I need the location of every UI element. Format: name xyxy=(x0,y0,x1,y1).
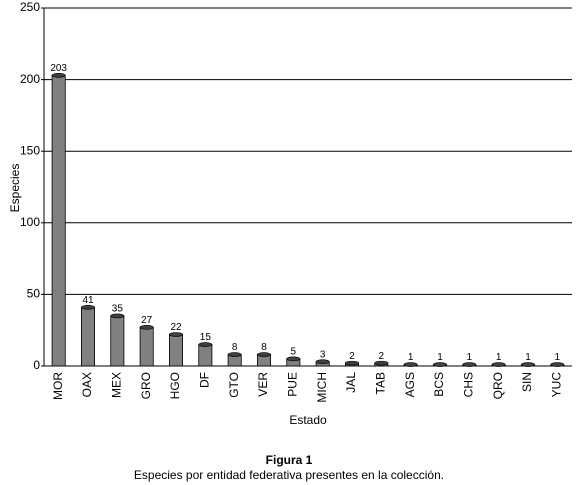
y-tick-label: 250 xyxy=(20,0,40,14)
data-label: 1 xyxy=(437,352,443,363)
bar xyxy=(432,362,447,367)
x-tick-label: YUC xyxy=(550,372,564,398)
data-label: 1 xyxy=(408,352,414,363)
bar xyxy=(550,362,565,367)
bar-cap xyxy=(198,342,213,347)
y-tick-label: 150 xyxy=(20,143,40,157)
x-tick-label: GRO xyxy=(139,372,153,399)
bar-cap xyxy=(81,304,95,310)
bar xyxy=(521,362,536,367)
x-tick-label: DF xyxy=(198,372,212,388)
caption-title: Figura 1 xyxy=(266,453,313,467)
bar-cap xyxy=(433,362,447,367)
x-tick-label: MEX xyxy=(110,372,124,398)
x-tick-label: SIN xyxy=(520,372,534,392)
data-label: 3 xyxy=(320,349,326,360)
y-tick-label: 0 xyxy=(33,358,40,372)
bar-cap xyxy=(403,362,418,367)
data-label: 5 xyxy=(291,346,297,357)
x-tick-label: VER xyxy=(256,372,270,397)
bar-cap xyxy=(315,359,330,365)
bar xyxy=(491,362,506,367)
caption: Especies por entidad federativa presente… xyxy=(134,468,444,482)
bar-cap xyxy=(51,73,66,78)
data-label: 1 xyxy=(525,352,531,363)
bar xyxy=(286,356,301,367)
bar xyxy=(403,362,418,367)
data-label: 35 xyxy=(112,304,124,315)
bar-cap xyxy=(227,352,242,357)
data-label: 1 xyxy=(496,352,502,363)
bar-cap xyxy=(550,362,565,367)
x-tick-label: TAB xyxy=(374,372,388,394)
x-tick-label: AGS xyxy=(403,372,417,397)
bar-cap xyxy=(345,360,359,366)
bar-body xyxy=(198,344,213,367)
bar-cap xyxy=(286,356,301,362)
x-tick-label: QRO xyxy=(491,372,505,399)
data-label: 22 xyxy=(170,322,182,333)
x-tick-label: JAL xyxy=(344,372,358,393)
data-label: 8 xyxy=(261,342,267,353)
data-label: 8 xyxy=(232,342,238,353)
x-tick-label: HGO xyxy=(168,372,182,399)
y-tick-label: 50 xyxy=(27,287,41,301)
bar xyxy=(198,342,213,367)
bar-cap xyxy=(110,313,125,319)
bar-body xyxy=(139,326,154,367)
x-tick-label: GTO xyxy=(227,372,241,398)
data-label: 27 xyxy=(141,315,153,326)
x-tick-label: PUE xyxy=(286,372,300,397)
bar xyxy=(81,304,96,367)
bar-cap xyxy=(257,352,271,357)
bar-cap xyxy=(139,325,154,330)
bar-cap xyxy=(462,362,477,367)
y-tick-label: 200 xyxy=(20,72,40,86)
data-label: 203 xyxy=(50,63,67,74)
x-tick-label: MOR xyxy=(51,372,65,400)
bar-body xyxy=(51,74,66,367)
bar xyxy=(256,352,271,367)
bar xyxy=(462,362,477,367)
data-label: 2 xyxy=(349,351,355,362)
bar xyxy=(51,73,66,367)
y-tick-label: 100 xyxy=(20,215,40,229)
data-label: 15 xyxy=(200,332,212,343)
x-tick-label: BCS xyxy=(432,372,446,397)
bar-body xyxy=(168,334,183,367)
x-tick-label: MICH xyxy=(315,372,329,403)
bar xyxy=(168,332,183,367)
bar xyxy=(374,360,389,367)
bar xyxy=(344,360,359,367)
bar xyxy=(227,352,242,367)
bar-body xyxy=(81,306,96,367)
bar-cap xyxy=(491,362,506,367)
y-axis-label: Especies xyxy=(8,164,22,213)
bar xyxy=(110,313,125,367)
x-axis-label: Estado xyxy=(289,413,327,427)
x-tick-label: CHS xyxy=(462,372,476,397)
bar xyxy=(139,325,154,367)
bar-cap xyxy=(374,360,389,366)
data-label: 1 xyxy=(555,352,561,363)
bar-cap xyxy=(169,332,183,337)
data-label: 41 xyxy=(82,295,94,306)
bar xyxy=(315,359,330,367)
data-label: 2 xyxy=(379,351,385,362)
data-label: 1 xyxy=(467,352,473,363)
bar-body xyxy=(110,315,125,367)
bar-cap xyxy=(521,362,535,367)
x-tick-label: OAX xyxy=(80,372,94,397)
